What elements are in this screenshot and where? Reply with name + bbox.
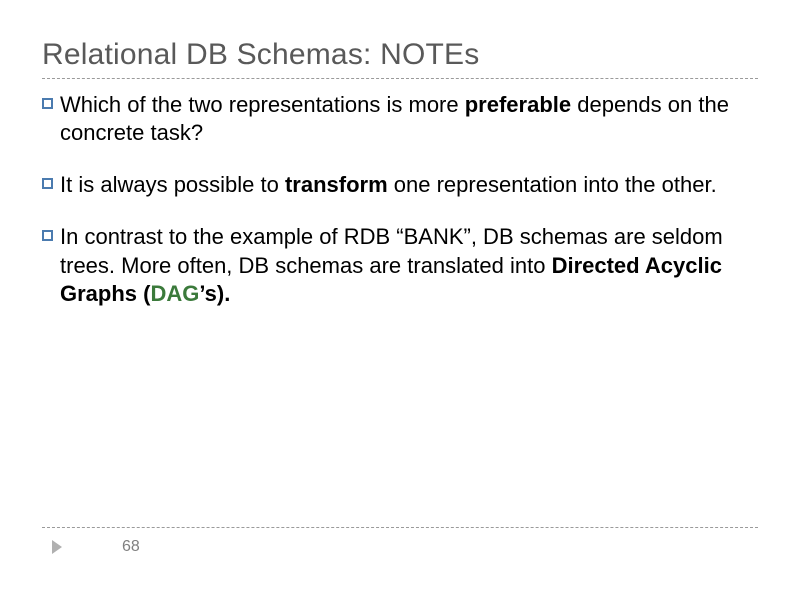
bullet-item: Which of the two representations is more…	[42, 91, 758, 147]
footer-divider	[42, 527, 758, 528]
slide-title: Relational DB Schemas: NOTEs	[42, 38, 758, 72]
bullet-item: In contrast to the example of RDB “BANK”…	[42, 223, 758, 307]
bullet-text: Which of the two representations is more…	[60, 91, 758, 147]
footer-row: 68	[42, 538, 758, 556]
text-segment-bold: transform	[285, 172, 388, 197]
bullet-list: Which of the two representations is more…	[42, 91, 758, 308]
text-segment-bold: ’s).	[199, 281, 230, 306]
page-number: 68	[122, 538, 140, 556]
square-bullet-icon	[42, 178, 53, 189]
title-divider	[42, 78, 758, 79]
square-bullet-icon	[42, 230, 53, 241]
text-segment-bold: preferable	[465, 92, 571, 117]
square-bullet-icon	[42, 98, 53, 109]
text-segment-green-bold: DAG	[150, 281, 199, 306]
bullet-text: In contrast to the example of RDB “BANK”…	[60, 223, 758, 307]
text-segment: Which of the two representations is more	[60, 92, 465, 117]
arrow-right-icon	[52, 540, 62, 554]
bullet-item: It is always possible to transform one r…	[42, 171, 758, 199]
slide-footer: 68	[42, 527, 758, 556]
text-segment: It is always possible to	[60, 172, 285, 197]
slide: Relational DB Schemas: NOTEs Which of th…	[0, 0, 800, 600]
text-segment: one representation into the other.	[388, 172, 717, 197]
bullet-text: It is always possible to transform one r…	[60, 171, 758, 199]
